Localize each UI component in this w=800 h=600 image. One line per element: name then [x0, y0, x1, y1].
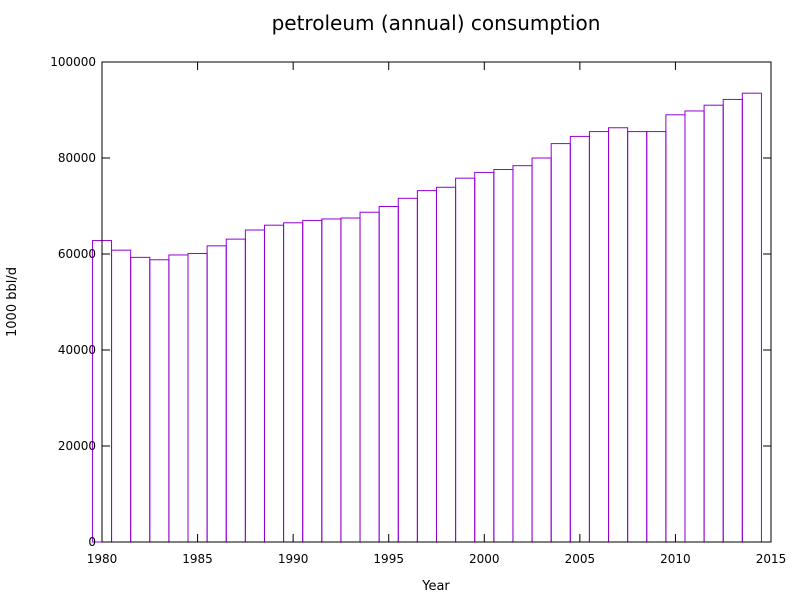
bar-1994 — [359, 211, 380, 543]
chart-title: petroleum (annual) consumption — [272, 11, 601, 35]
bar-1984 — [168, 254, 189, 543]
bar-2012 — [703, 104, 724, 543]
x-tick-label-1985: 1985 — [182, 552, 213, 566]
plot-frame — [101, 61, 772, 543]
bar-1991 — [302, 219, 323, 543]
y-tick-label-100000: 100000 — [50, 55, 96, 69]
x-tick-label-2015: 2015 — [756, 552, 787, 566]
bar-2000 — [474, 171, 495, 543]
y-tick-label-60000: 60000 — [58, 247, 96, 261]
y-tick-label-0: 0 — [88, 535, 96, 549]
bars-layer — [91, 92, 762, 543]
y-axis-label: 1000 bbl/d — [5, 267, 20, 337]
bar-1983 — [149, 259, 170, 543]
x-tick-label-2005: 2005 — [565, 552, 596, 566]
bar-1995 — [378, 205, 399, 543]
bar-2011 — [684, 110, 705, 543]
bar-1998 — [436, 186, 457, 543]
bar-1993 — [340, 217, 361, 543]
x-axis-label: Year — [421, 579, 450, 594]
bar-1989 — [263, 224, 285, 543]
bar-1990 — [283, 222, 304, 543]
x-tick-label-1980: 1980 — [87, 552, 118, 566]
y-tick-label-80000: 80000 — [58, 151, 96, 165]
bar-2013 — [722, 98, 743, 543]
bar-2001 — [493, 169, 514, 543]
y-tick-label-40000: 40000 — [58, 343, 96, 357]
bar-1988 — [244, 229, 265, 543]
bar-2005 — [569, 135, 590, 543]
bar-1987 — [225, 238, 246, 543]
bar-2002 — [512, 165, 533, 543]
x-tick-label-2000: 2000 — [469, 552, 500, 566]
x-tick-label-1990: 1990 — [278, 552, 309, 566]
ticks-layer: 0 20000 40000 60000 80000 100000 1980 1985 1990 1… — [50, 55, 786, 566]
bar-2009 — [646, 131, 667, 543]
bar-1982 — [130, 256, 151, 543]
bar-1997 — [416, 190, 438, 543]
x-tick-label-1995: 1995 — [373, 552, 404, 566]
bar-1999 — [455, 177, 476, 543]
bar-2008 — [627, 131, 648, 543]
x-tick-label-2010: 2010 — [660, 552, 691, 566]
bar-1996 — [397, 197, 418, 543]
bar-2003 — [531, 157, 552, 543]
bar-1981 — [111, 249, 132, 543]
bar-1986 — [206, 245, 227, 543]
bar-1985 — [187, 253, 208, 543]
bar-2014 — [741, 92, 762, 543]
bar-2004 — [550, 143, 571, 543]
bar-2006 — [588, 131, 610, 543]
bar-2010 — [665, 114, 686, 543]
bar-2007 — [608, 127, 629, 543]
y-tick-label-20000: 20000 — [58, 439, 96, 453]
bar-1992 — [321, 218, 342, 543]
